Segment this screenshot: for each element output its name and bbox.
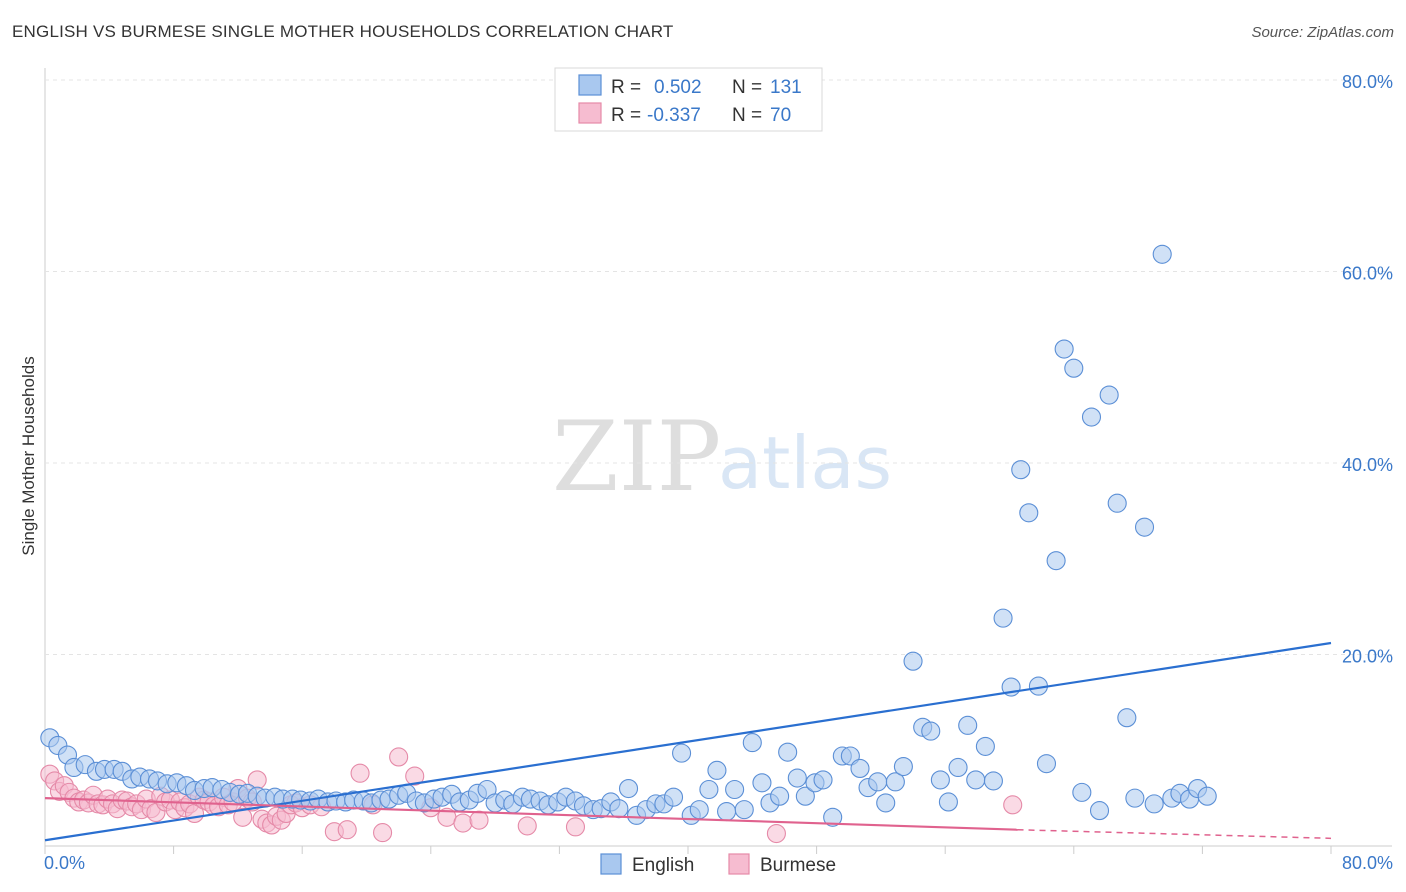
english-point xyxy=(930,770,950,790)
english-point xyxy=(966,770,986,790)
burmese-point xyxy=(337,820,357,840)
english-point xyxy=(1054,339,1074,359)
bottom-legend-english-label: English xyxy=(632,855,694,876)
english-point xyxy=(823,807,843,827)
burmese-point xyxy=(389,747,409,767)
english-point xyxy=(618,778,639,799)
y-tick-label: 40.0% xyxy=(1342,455,1393,475)
burmese-point xyxy=(453,813,473,833)
burmese-point xyxy=(405,766,425,786)
english-point xyxy=(1011,460,1031,480)
english-point xyxy=(778,742,798,762)
series-legend: English Burmese xyxy=(600,853,836,876)
y-tick-label: 60.0% xyxy=(1342,264,1393,284)
gridlines xyxy=(45,79,1392,655)
english-point xyxy=(1036,754,1057,774)
legend-english-r-value: 0.502 xyxy=(654,77,702,98)
english-point xyxy=(725,779,745,800)
english-point xyxy=(787,768,807,788)
english-point xyxy=(1046,551,1066,571)
english-point xyxy=(663,787,684,807)
english-point xyxy=(813,770,833,790)
english-point xyxy=(742,733,762,753)
english-point xyxy=(1125,788,1145,808)
english-point xyxy=(850,758,870,778)
english-point xyxy=(1081,407,1102,427)
english-point xyxy=(1117,708,1137,728)
y-tick-label: 20.0% xyxy=(1342,647,1393,667)
english-point xyxy=(993,608,1013,628)
bottom-legend-burmese-swatch xyxy=(728,853,750,875)
english-trendline xyxy=(44,641,1332,842)
english-point xyxy=(689,800,709,820)
english-point xyxy=(795,786,815,806)
english-series xyxy=(40,244,1217,827)
english-point xyxy=(1072,782,1092,802)
english-point xyxy=(734,800,754,820)
english-point xyxy=(975,736,995,756)
x-axis-ticks xyxy=(44,846,1332,854)
english-point xyxy=(948,757,968,778)
bottom-legend-burmese-label: Burmese xyxy=(760,855,836,876)
english-point xyxy=(1107,493,1127,513)
burmese-point xyxy=(766,824,786,844)
legend-english-n-label: N = xyxy=(732,77,762,98)
english-point xyxy=(770,786,790,806)
legend-burmese-n-label: N = xyxy=(732,105,762,126)
english-point xyxy=(1064,358,1084,378)
english-point xyxy=(609,799,629,819)
burmese-point xyxy=(565,817,586,837)
english-point xyxy=(885,772,905,792)
burmese-point xyxy=(373,823,393,843)
english-point xyxy=(868,772,888,792)
english-point xyxy=(752,773,772,793)
chart-title: ENGLISH VS BURMESE SINGLE MOTHER HOUSEHO… xyxy=(12,22,674,41)
y-tick-label: 80.0% xyxy=(1342,72,1393,92)
legend-burmese-swatch xyxy=(578,102,602,124)
burmese-trendline xyxy=(44,797,1018,831)
english-point xyxy=(893,756,913,777)
english-point xyxy=(717,801,737,822)
english-point xyxy=(707,760,727,780)
trendlines xyxy=(44,641,1332,842)
burmese-point xyxy=(233,807,253,827)
watermark-zip: ZIP xyxy=(552,401,721,513)
source-credit: Source: ZipAtlas.com xyxy=(1251,24,1394,41)
burmese-point xyxy=(469,810,489,830)
english-point xyxy=(1099,385,1119,405)
english-point xyxy=(921,721,941,741)
bottom-legend-english-swatch xyxy=(600,853,622,875)
correlation-legend: R = 0.502 N = 131 R = -0.337 N = 70 xyxy=(554,67,823,132)
x-tick-label-min: 0.0% xyxy=(44,853,85,873)
legend-english-swatch xyxy=(578,74,602,96)
y-axis-tick-labels: 20.0% 40.0% 60.0% 80.0% xyxy=(1342,72,1393,667)
english-point xyxy=(672,743,692,763)
english-point xyxy=(699,779,719,800)
english-point xyxy=(983,771,1003,791)
english-point xyxy=(1089,801,1110,821)
x-tick-label-max: 80.0% xyxy=(1342,853,1393,873)
burmese-point xyxy=(350,763,370,783)
burmese-point xyxy=(517,816,537,836)
english-point xyxy=(1152,244,1172,264)
y-axis-label: Single Mother Households xyxy=(19,356,38,555)
english-point xyxy=(1019,503,1039,523)
english-point xyxy=(958,715,978,735)
burmese-point xyxy=(1003,795,1023,815)
english-point xyxy=(938,792,958,812)
english-point xyxy=(1144,794,1164,814)
legend-english-n-value: 131 xyxy=(770,77,802,98)
english-point xyxy=(876,793,896,813)
english-point xyxy=(1134,517,1155,537)
english-point xyxy=(1197,786,1217,806)
legend-english-r-label: R = xyxy=(611,77,641,98)
legend-burmese-n-value: 70 xyxy=(770,105,791,126)
english-point xyxy=(903,651,923,671)
legend-burmese-r-label: R = xyxy=(611,105,641,126)
legend-burmese-r-value: -0.337 xyxy=(647,105,701,126)
burmese-trendline-extension xyxy=(1017,828,1332,840)
